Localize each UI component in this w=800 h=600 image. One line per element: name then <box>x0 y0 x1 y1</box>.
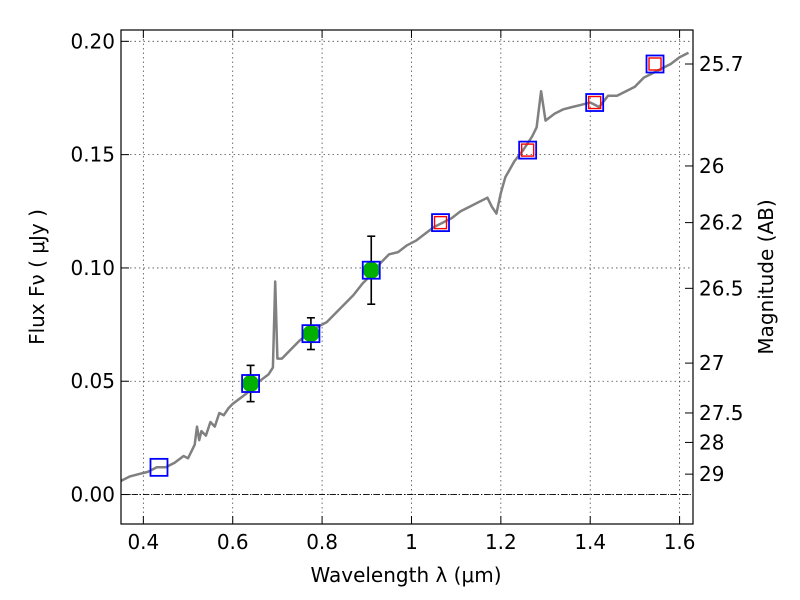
model-photometry-box <box>431 213 450 233</box>
model-photometry-box <box>645 54 665 74</box>
y-tick-label: 0.20 <box>70 29 115 53</box>
model-photometry-box <box>361 260 381 280</box>
y-tick-label: 0.05 <box>70 369 115 393</box>
y2-tick-label: 27.5 <box>699 401 744 425</box>
measured-point <box>362 261 380 279</box>
x-tick-label: 0.6 <box>217 530 249 554</box>
synthetic-photometry-box <box>433 215 448 230</box>
y-axis-label: Flux Fν ( μJy ) <box>25 209 49 345</box>
model-photometry-box <box>585 93 605 112</box>
y2-tick-label: 26.5 <box>699 276 744 300</box>
y2-tick-label: 29 <box>699 462 724 486</box>
x-tick-label: 0.4 <box>127 530 159 554</box>
model-photometry-box <box>149 457 169 477</box>
synthetic-photometry-box <box>587 95 602 110</box>
y2-axis-label: Magnitude (AB) <box>754 199 778 354</box>
y-tick-label: 0.15 <box>70 143 115 167</box>
measured-point <box>302 325 320 343</box>
y2-tick-label: 28 <box>699 430 724 454</box>
spectrum-line <box>120 51 690 483</box>
y2-tick-label: 25.7 <box>699 52 744 76</box>
photometry-boxes <box>149 54 665 477</box>
measured-point <box>242 375 260 393</box>
y2-tick-label: 27 <box>699 351 724 375</box>
x-tick-label: 1.6 <box>664 530 696 554</box>
measured-points <box>242 261 380 393</box>
x-tick-label: 0.8 <box>306 530 338 554</box>
synthetic-photometry-box <box>648 57 662 71</box>
grid <box>121 30 693 524</box>
synthetic-photometry-box <box>520 143 535 157</box>
model-spectrum <box>120 51 690 483</box>
model-photometry-box <box>241 374 260 393</box>
y2-tick-label: 26 <box>699 154 724 178</box>
plot-frame <box>120 29 694 525</box>
axis-ticks: 0.4 0.6 0.8 1 1.2 1.4 1.6 0.00 0.05 0.10 0.15 0.20 2… <box>70 29 743 554</box>
x-tick-label: 1.2 <box>485 530 517 554</box>
y-tick-label: 0.10 <box>70 256 115 280</box>
x-tick-label: 1 <box>405 530 418 554</box>
y-tick-label: 0.00 <box>70 483 115 507</box>
x-axis-label: Wavelength λ (μm) <box>310 563 501 587</box>
model-photometry-box <box>518 140 538 160</box>
y2-tick-label: 26.2 <box>699 211 744 235</box>
model-photometry-box <box>301 324 321 344</box>
x-tick-label: 1.4 <box>574 530 606 554</box>
